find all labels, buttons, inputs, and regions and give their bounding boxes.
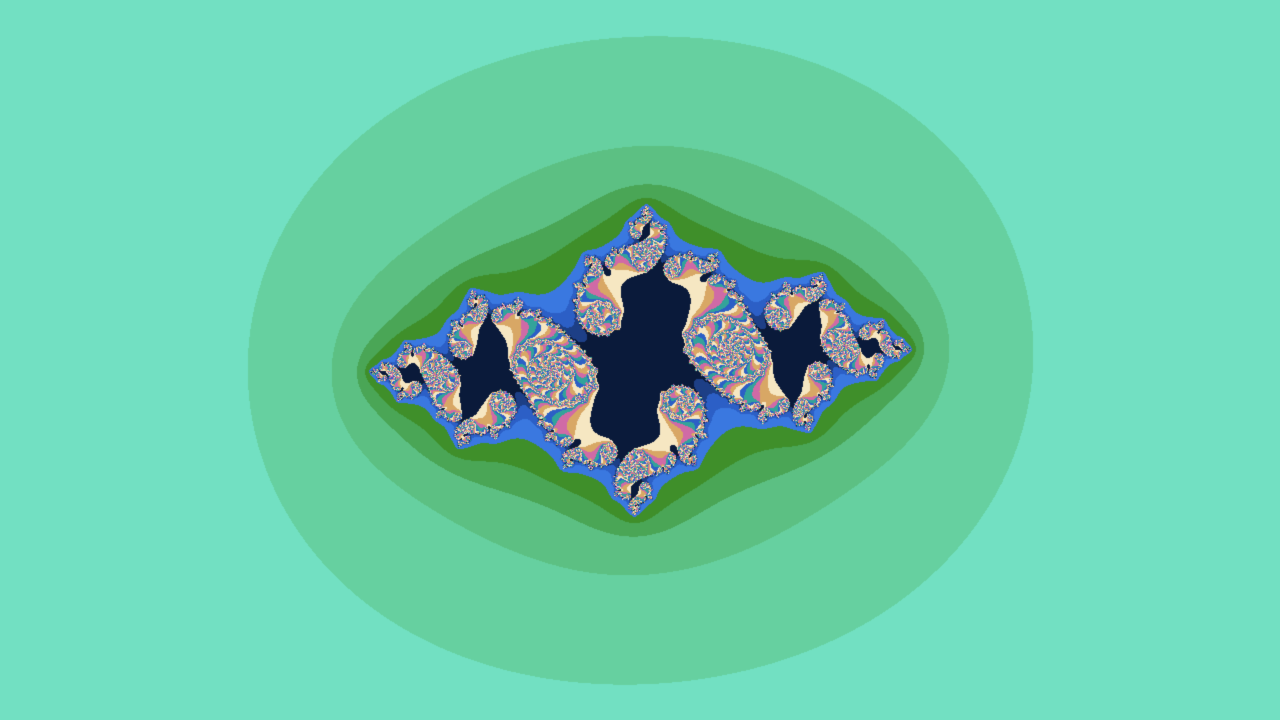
- julia-set-fractal-image: [0, 0, 1280, 720]
